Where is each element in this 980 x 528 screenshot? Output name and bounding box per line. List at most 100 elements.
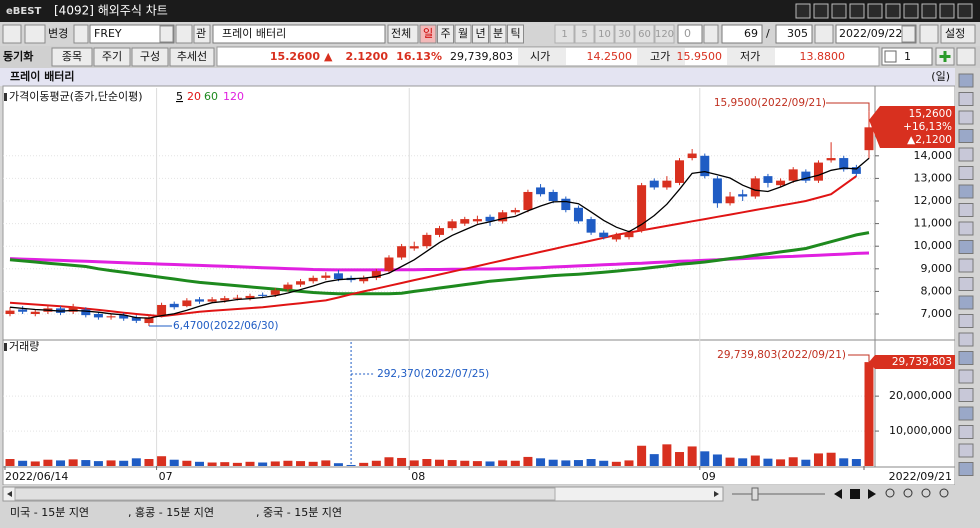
volume-bar xyxy=(435,459,444,466)
icon-button[interactable] xyxy=(24,24,46,44)
volume-bar xyxy=(864,362,874,466)
tool-icon[interactable] xyxy=(958,425,974,439)
tool-icon[interactable] xyxy=(958,462,974,476)
interval-button[interactable] xyxy=(554,24,575,44)
volume-label-box xyxy=(869,355,955,369)
playback-buttons[interactable] xyxy=(834,489,876,499)
candle-body xyxy=(119,315,129,319)
move-button[interactable] xyxy=(921,3,937,19)
interval-button[interactable] xyxy=(634,24,655,44)
dropdown-button[interactable] xyxy=(159,25,174,43)
volume-bar xyxy=(763,458,773,466)
y-tick-label: 20,000,000 xyxy=(889,389,952,402)
tool-icon[interactable] xyxy=(958,240,974,254)
annotation: 29,739,803(2022/09/21) xyxy=(717,349,846,361)
low: 13.8800 xyxy=(800,50,846,63)
dropdown-button[interactable] xyxy=(73,24,89,44)
shown-count: 69 xyxy=(744,27,758,40)
settings-button[interactable] xyxy=(940,24,976,44)
panel-marker xyxy=(4,93,7,101)
gear-button[interactable] xyxy=(956,47,976,66)
ma-line xyxy=(9,231,870,296)
period-button[interactable] xyxy=(437,24,454,44)
candle-body xyxy=(675,160,685,183)
window-button[interactable] xyxy=(813,3,829,19)
dropdown-button[interactable] xyxy=(901,25,916,43)
interval-button[interactable] xyxy=(654,24,675,44)
checkbox[interactable] xyxy=(884,50,897,63)
minimize-button[interactable] xyxy=(903,3,919,19)
sync-label[interactable]: 동기화 xyxy=(3,49,33,63)
tool-icon[interactable] xyxy=(958,92,974,106)
candle-body xyxy=(18,309,28,312)
tool-icon[interactable] xyxy=(958,73,974,88)
interval-button[interactable] xyxy=(614,24,635,44)
legend-entry: 5 xyxy=(176,90,183,103)
volume-bar xyxy=(485,461,495,466)
date-box[interactable] xyxy=(835,24,917,44)
candle-body xyxy=(763,176,773,183)
tool-icon[interactable] xyxy=(958,443,974,458)
candle-body xyxy=(5,310,15,315)
maximize-button[interactable] xyxy=(939,3,955,19)
tool-icon[interactable] xyxy=(958,351,974,365)
tool-icon[interactable] xyxy=(958,277,974,291)
tool-icon[interactable] xyxy=(958,110,974,125)
candle-body xyxy=(561,198,571,211)
period-button[interactable] xyxy=(454,24,472,44)
tool-icon[interactable] xyxy=(958,369,974,384)
window-button[interactable] xyxy=(831,3,847,19)
close-button[interactable] xyxy=(957,3,973,19)
volume-bar xyxy=(207,462,217,466)
period-button[interactable] xyxy=(489,24,507,44)
zoom-icons[interactable] xyxy=(885,488,949,498)
tool-icon[interactable] xyxy=(958,184,974,199)
tool-icon[interactable] xyxy=(958,406,974,421)
watch-label: 관 xyxy=(196,27,206,40)
slider-thumb[interactable] xyxy=(751,487,759,501)
icon-button[interactable] xyxy=(2,24,22,44)
count-input[interactable] xyxy=(677,24,703,44)
change-button[interactable]: 변경 xyxy=(48,27,68,40)
tool-icon[interactable] xyxy=(958,388,974,402)
interval-button[interactable] xyxy=(594,24,615,44)
icon-button[interactable] xyxy=(919,24,939,44)
candle-body xyxy=(258,294,268,296)
tool-icon[interactable] xyxy=(958,166,974,180)
tool-icon[interactable] xyxy=(958,295,974,310)
period-button[interactable] xyxy=(507,24,524,44)
tab-button[interactable] xyxy=(93,47,131,67)
volume-bar xyxy=(30,461,40,466)
volume-bar xyxy=(851,459,861,466)
window-button[interactable] xyxy=(867,3,883,19)
tab-button[interactable] xyxy=(131,47,169,67)
tool-icon[interactable] xyxy=(958,258,974,273)
volume-bar xyxy=(447,460,457,466)
interval-button[interactable] xyxy=(574,24,595,44)
icon-button[interactable] xyxy=(814,24,834,44)
tool-icon[interactable] xyxy=(958,147,974,162)
symbol-box[interactable] xyxy=(89,24,175,44)
shown-box[interactable] xyxy=(721,24,763,44)
watch-button[interactable] xyxy=(193,24,211,44)
window-button[interactable] xyxy=(885,3,901,19)
tab-button[interactable] xyxy=(169,47,215,67)
window-button[interactable] xyxy=(795,3,811,19)
tool-icon[interactable] xyxy=(958,129,974,143)
tool-icon[interactable] xyxy=(958,332,974,347)
tool-icon[interactable] xyxy=(958,314,974,328)
tab-button[interactable] xyxy=(51,47,93,67)
date: 2022/09/22 xyxy=(839,27,902,40)
period-button[interactable] xyxy=(419,24,437,44)
search-button[interactable] xyxy=(175,24,193,44)
all-button[interactable] xyxy=(387,24,419,44)
tool-icon[interactable] xyxy=(958,203,974,217)
scroll-thumb[interactable] xyxy=(14,487,556,501)
volume-label: 29,739,803 xyxy=(892,356,952,368)
y-tick-label: 9,000 xyxy=(921,262,953,275)
window-button[interactable] xyxy=(849,3,865,19)
status-text: , 중국 - 15분 지연 xyxy=(256,506,342,519)
period-button[interactable] xyxy=(472,24,489,44)
tool-icon[interactable] xyxy=(958,221,974,236)
spinner[interactable] xyxy=(703,24,719,44)
